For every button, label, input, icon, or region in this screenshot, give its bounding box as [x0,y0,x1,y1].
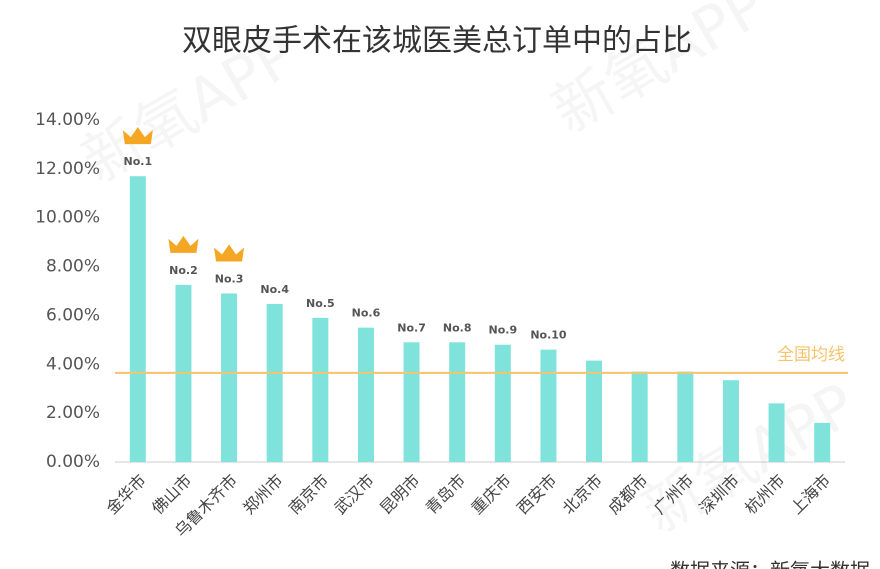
x-tick-label: 金华市 [102,471,149,518]
bar [312,317,329,462]
source: 数据来源：新氧大数据 [670,559,870,569]
bar [814,422,831,462]
rank-label: No.7 [397,321,426,334]
rank-label: No.4 [260,283,289,296]
x-tick-label: 武汉市 [331,471,378,518]
rank-label: No.3 [215,272,244,285]
y-tick-label: 8.00% [46,257,100,277]
rank-label: No.1 [124,155,153,168]
watermark: 新氧APP [631,370,868,547]
bar [129,176,146,462]
bar [403,342,420,462]
bar [677,371,694,462]
crown [122,127,153,145]
rank-label: No.5 [306,297,335,310]
bar [631,371,648,462]
x-tick-label: 西安市 [513,471,560,518]
y-tick-label: 2.00% [46,403,100,423]
chart-title: 双眼皮手术在该城医美总订单中的占比 [182,24,692,59]
bar [768,403,785,462]
bar [494,344,511,462]
rank-label: No.9 [489,324,518,337]
y-tick-label: 4.00% [46,354,100,374]
x-tick-label: 北京市 [559,471,606,518]
bar [722,380,739,462]
x-tick-label: 青岛市 [422,471,469,518]
rank-label: No.6 [352,307,381,320]
watermark: 新氧APP [541,0,778,147]
y-tick-label: 14.00% [35,110,100,130]
rank-label: No.8 [443,321,472,334]
bar [449,342,466,462]
bar [586,360,603,462]
x-tick-label: 郑州市 [239,471,286,518]
bar [357,327,374,462]
y-tick-label: 0.00% [46,452,100,472]
x-tick-label: 重庆市 [467,471,514,518]
crown [214,244,245,262]
rank-label: No.10 [530,329,567,342]
average-label: 全国均线 [777,345,845,365]
bar [540,349,557,462]
x-tick-label: 昆明市 [376,471,423,518]
x-tick-label: 上海市 [787,471,834,518]
rank-label: No.2 [169,264,198,277]
bar [266,303,283,462]
bar [221,293,238,462]
crown [168,235,199,253]
y-tick-label: 6.00% [46,305,100,325]
y-tick-label: 10.00% [35,208,100,228]
x-tick-label: 南京市 [285,471,332,518]
y-tick-label: 12.00% [35,159,100,179]
